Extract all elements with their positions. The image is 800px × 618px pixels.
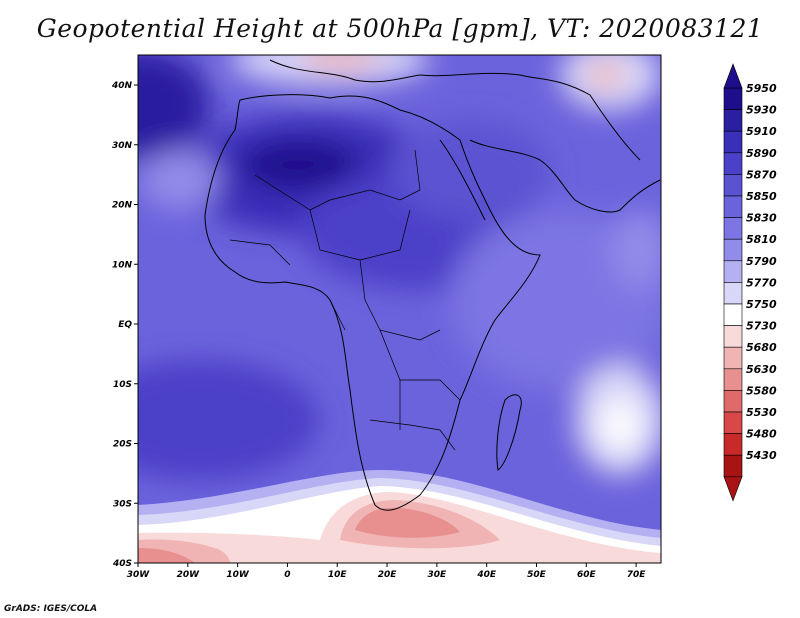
colorbar-label: 5630 bbox=[746, 363, 777, 376]
colorbar-label: 5870 bbox=[746, 168, 777, 181]
colorbar-label: 5750 bbox=[746, 298, 777, 311]
lon-tick-label: 70E bbox=[627, 570, 647, 580]
colorbar-swatch bbox=[723, 238, 743, 262]
lon-tick-label: 0 bbox=[284, 570, 290, 580]
colorbar-swatch bbox=[723, 260, 743, 283]
lon-tick-label: 30W bbox=[127, 570, 151, 580]
colorbar-swatch bbox=[723, 325, 743, 348]
colorbar-label: 5950 bbox=[746, 82, 777, 95]
lat-tick-label: 30S bbox=[113, 499, 132, 509]
colorbar-swatch bbox=[723, 390, 743, 413]
colorbar-label: 5770 bbox=[746, 276, 777, 289]
lon-tick-label: 40E bbox=[476, 570, 497, 580]
colorbar-label: 5730 bbox=[746, 320, 777, 333]
lat-tick-label: 20S bbox=[113, 440, 132, 450]
colorbar-swatch bbox=[723, 303, 743, 326]
colorbar-label: 5890 bbox=[746, 147, 777, 160]
height-field bbox=[138, 55, 661, 563]
colorbar-label: 5790 bbox=[746, 255, 777, 268]
footer-credit: GrADS: IGES/COLA bbox=[4, 604, 98, 614]
colorbar-label: 5480 bbox=[746, 428, 777, 441]
lon-tick-label: 30E bbox=[428, 570, 448, 580]
colorbar-label: 5580 bbox=[746, 384, 777, 397]
colorbar-swatch bbox=[723, 130, 743, 154]
map-title: Geopotential Height at 500hPa [gpm], VT:… bbox=[36, 14, 764, 43]
colorbar-swatch bbox=[723, 411, 743, 434]
colorbar-top-cap bbox=[723, 63, 743, 89]
lat-tick-label: 30N bbox=[112, 141, 133, 151]
lat-tick-label: 20N bbox=[112, 201, 133, 211]
colorbar-label: 5430 bbox=[746, 449, 777, 462]
colorbar-label: 5930 bbox=[746, 104, 777, 117]
colorbar-label: 5830 bbox=[746, 212, 777, 225]
colorbar-swatch bbox=[723, 368, 743, 391]
colorbar-label: 5530 bbox=[746, 406, 777, 419]
lon-tick-label: 20E bbox=[378, 570, 398, 580]
coastlines bbox=[204, 59, 661, 511]
colorbar-swatch bbox=[723, 433, 743, 456]
lat-tick-label: 40N bbox=[111, 81, 133, 91]
country-borders bbox=[229, 149, 461, 451]
colorbar-label: 5810 bbox=[746, 233, 777, 246]
lon-tick-label: 50E bbox=[527, 570, 547, 580]
plot-frame bbox=[137, 54, 662, 564]
colorbar-swatch bbox=[723, 217, 743, 240]
colorbar-bottom-cap bbox=[723, 476, 743, 502]
lon-tick-label: 60E bbox=[577, 570, 597, 580]
lon-tick-label: 10W bbox=[226, 570, 250, 580]
colorbar-swatch bbox=[723, 174, 743, 197]
lon-tick-label: 20W bbox=[177, 570, 201, 580]
colorbar-swatch bbox=[723, 152, 743, 175]
lon-tick-label: 10E bbox=[328, 570, 348, 580]
lat-tick-label: EQ bbox=[118, 320, 132, 330]
lat-tick-label: 10N bbox=[112, 260, 133, 270]
colorbar-label: 5680 bbox=[746, 341, 777, 354]
colorbar-swatch bbox=[723, 195, 743, 218]
colorbar-swatch bbox=[723, 454, 743, 478]
lat-tick-label: 40S bbox=[112, 559, 132, 569]
colorbar-swatch bbox=[723, 109, 743, 132]
colorbar-label: 5910 bbox=[746, 125, 777, 138]
colorbar-label: 5850 bbox=[746, 190, 777, 203]
colorbar-swatch bbox=[723, 346, 743, 370]
lat-tick-label: 10S bbox=[113, 380, 132, 390]
colorbar-swatch bbox=[723, 282, 743, 305]
colorbar-swatch bbox=[723, 87, 743, 110]
